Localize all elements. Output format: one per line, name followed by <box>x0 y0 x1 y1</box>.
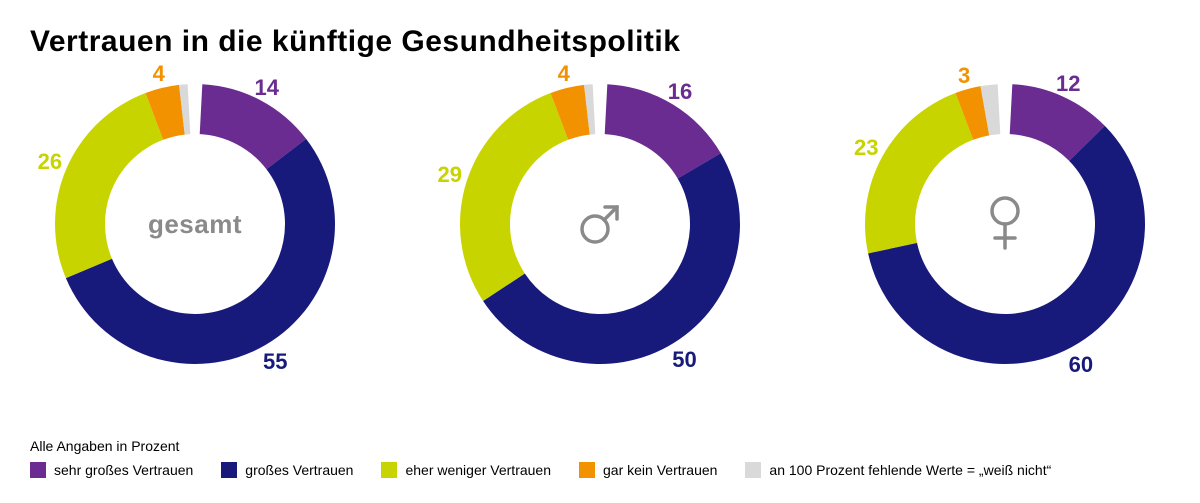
legend-label: großes Vertrauen <box>245 462 353 478</box>
chart-title: Vertrauen in die künftige Gesundheitspol… <box>30 25 1170 59</box>
donut-segment-eher_weniger <box>865 93 973 253</box>
charts-row: gesamt1455264 1650294 1260233 <box>30 79 1170 369</box>
legend-swatch <box>579 462 595 478</box>
legend-swatch <box>221 462 237 478</box>
legend-label: gar kein Vertrauen <box>603 462 717 478</box>
donut-chart-male: 1650294 <box>455 79 745 369</box>
legend-item-weiss_nicht: an 100 Prozent fehlende Werte = „weiß ni… <box>745 462 1051 478</box>
legend-label: eher weniger Vertrauen <box>405 462 551 478</box>
donut-chart-female: 1260233 <box>860 79 1150 369</box>
donut-segment-gross <box>483 153 740 364</box>
legend-item-sehr_gross: sehr großes Vertrauen <box>30 462 193 478</box>
donut-svg <box>860 79 1150 369</box>
legend-item-eher_weniger: eher weniger Vertrauen <box>381 462 551 478</box>
legend-swatch <box>381 462 397 478</box>
donut-segment-eher_weniger <box>55 93 163 278</box>
legend-item-gar_kein: gar kein Vertrauen <box>579 462 717 478</box>
legend-item-gross: großes Vertrauen <box>221 462 353 478</box>
donut-svg <box>455 79 745 369</box>
legend-label: an 100 Prozent fehlende Werte = „weiß ni… <box>769 462 1051 478</box>
legend-swatch <box>745 462 761 478</box>
donut-svg <box>50 79 340 369</box>
legend-label: sehr großes Vertrauen <box>54 462 193 478</box>
legend-swatch <box>30 462 46 478</box>
donut-segment-eher_weniger <box>460 93 568 301</box>
footnote: Alle Angaben in Prozent <box>30 438 1051 454</box>
legend: sehr großes Vertrauen großes Vertrauen ehe… <box>30 462 1051 478</box>
donut-chart-gesamt: gesamt1455264 <box>50 79 340 369</box>
footer: Alle Angaben in Prozent sehr großes Vert… <box>30 438 1051 478</box>
